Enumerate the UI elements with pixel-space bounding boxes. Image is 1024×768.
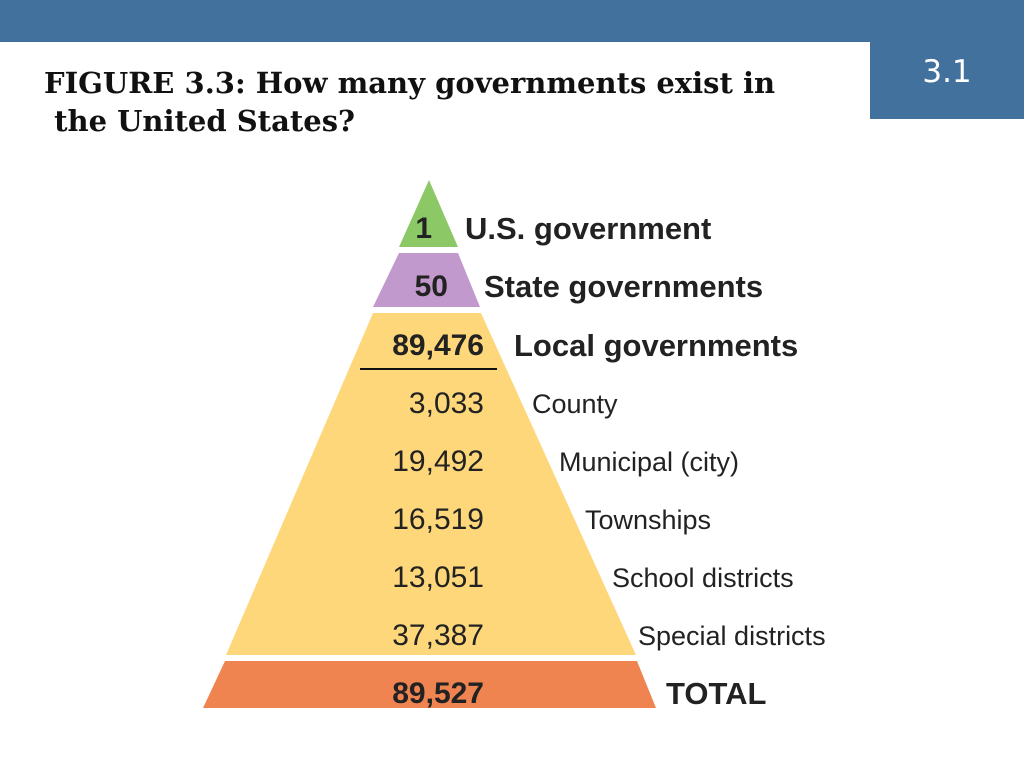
header-bar <box>0 0 1024 42</box>
school-districts-label: School districts <box>612 563 794 593</box>
section-number: 3.1 <box>922 54 972 90</box>
special-districts-count: 37,387 <box>392 619 484 652</box>
section-tab <box>870 42 1024 119</box>
slide-title: FIGURE 3.3: How many governments exist i… <box>44 64 874 140</box>
townships-count: 16,519 <box>392 503 484 536</box>
federal-count: 1 <box>415 212 432 245</box>
local-label: Local governments <box>514 328 798 363</box>
slide-title-line-1: FIGURE 3.3: How many governments exist i… <box>44 66 776 100</box>
total-label: TOTAL <box>666 676 766 711</box>
state-label: State governments <box>484 269 763 304</box>
total-tier-shape <box>203 661 656 708</box>
municipal-count: 19,492 <box>392 445 484 478</box>
municipal-label: Municipal (city) <box>559 447 739 477</box>
state-count: 50 <box>415 270 448 303</box>
county-label: County <box>532 389 618 419</box>
school-districts-count: 13,051 <box>392 561 484 594</box>
state-tier-shape <box>373 253 480 307</box>
local-tier-shape <box>226 313 636 655</box>
slide-title-line-2: the United States? <box>44 104 356 138</box>
special-districts-label: Special districts <box>638 621 826 651</box>
federal-label: U.S. government <box>465 211 711 246</box>
total-count: 89,527 <box>392 677 484 710</box>
townships-label: Townships <box>585 505 711 535</box>
county-count: 3,033 <box>409 387 484 420</box>
federal-tier-shape <box>399 180 458 247</box>
local-count: 89,476 <box>392 329 484 362</box>
